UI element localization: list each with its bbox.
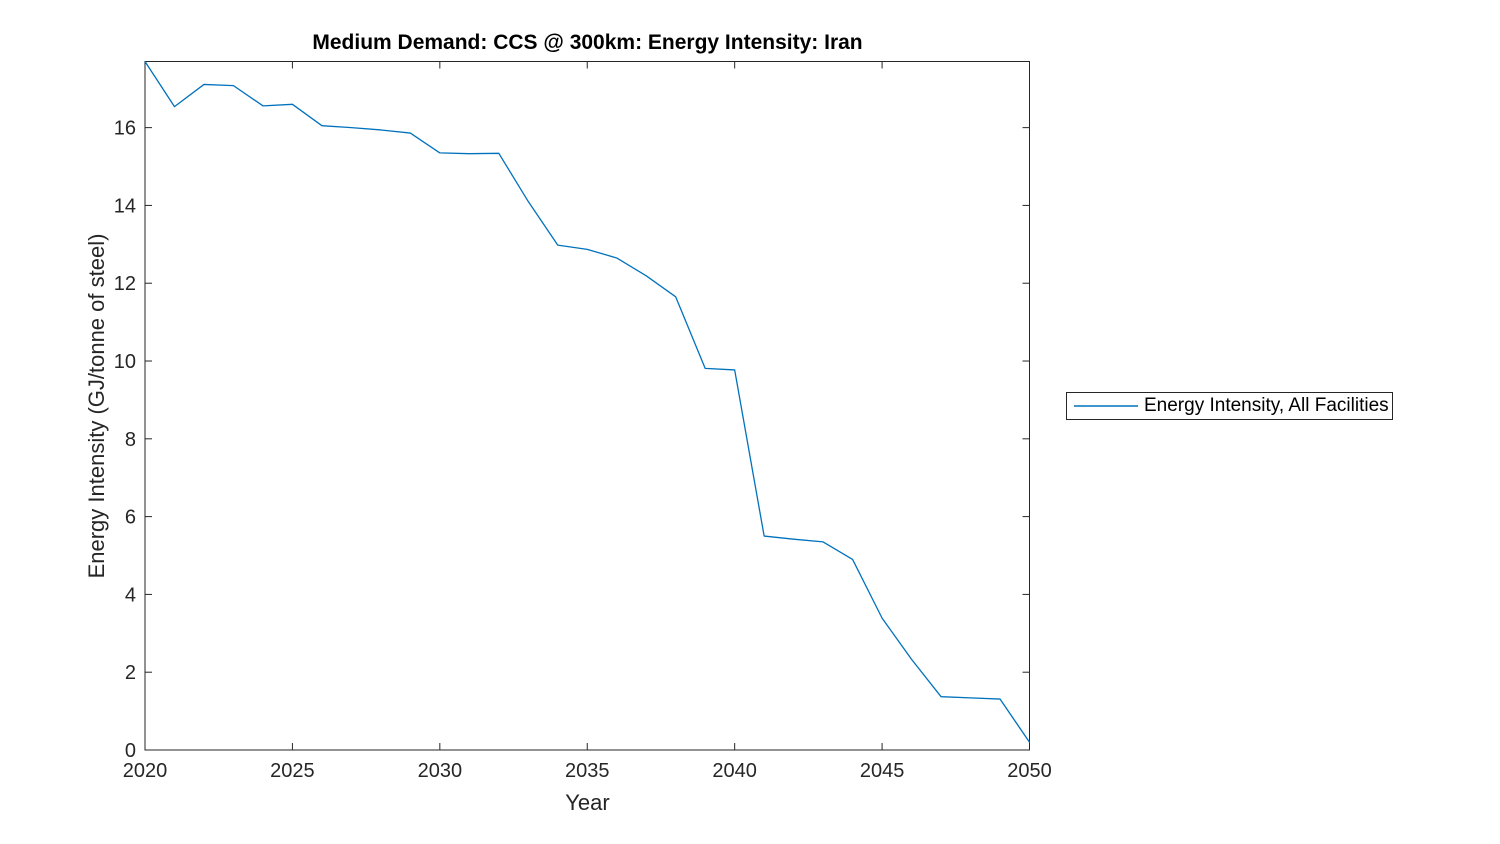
y-tick-label: 0 (125, 740, 136, 762)
y-tick-label: 16 (114, 118, 136, 140)
chart-title: Medium Demand: CCS @ 300km: Energy Inten… (312, 31, 863, 54)
legend: Energy Intensity, All Facilities (1066, 392, 1393, 420)
y-tick-label: 14 (114, 195, 136, 217)
y-tick-label: 10 (114, 351, 136, 373)
y-tick-label: 8 (125, 429, 136, 451)
axes-box (144, 61, 1030, 751)
y-tick-label: 4 (125, 584, 136, 606)
x-tick-label: 2020 (123, 760, 168, 782)
x-tick-label: 2040 (712, 760, 757, 782)
x-tick-label: 2025 (270, 760, 315, 782)
x-tick-label: 2035 (565, 760, 610, 782)
y-tick-label: 6 (125, 507, 136, 529)
y-tick-label: 2 (125, 662, 136, 684)
x-axis-label: Year (565, 790, 610, 815)
legend-label: Energy Intensity, All Facilities (1144, 395, 1389, 416)
data-line-energy-intensity-all-facilities (144, 60, 1031, 743)
x-tick-label: 2030 (418, 760, 463, 782)
x-tick-label: 2050 (1007, 760, 1052, 782)
x-tick-label: 2045 (860, 760, 905, 782)
legend-line-sample-icon (1074, 405, 1138, 407)
y-tick-label: 12 (114, 273, 136, 295)
